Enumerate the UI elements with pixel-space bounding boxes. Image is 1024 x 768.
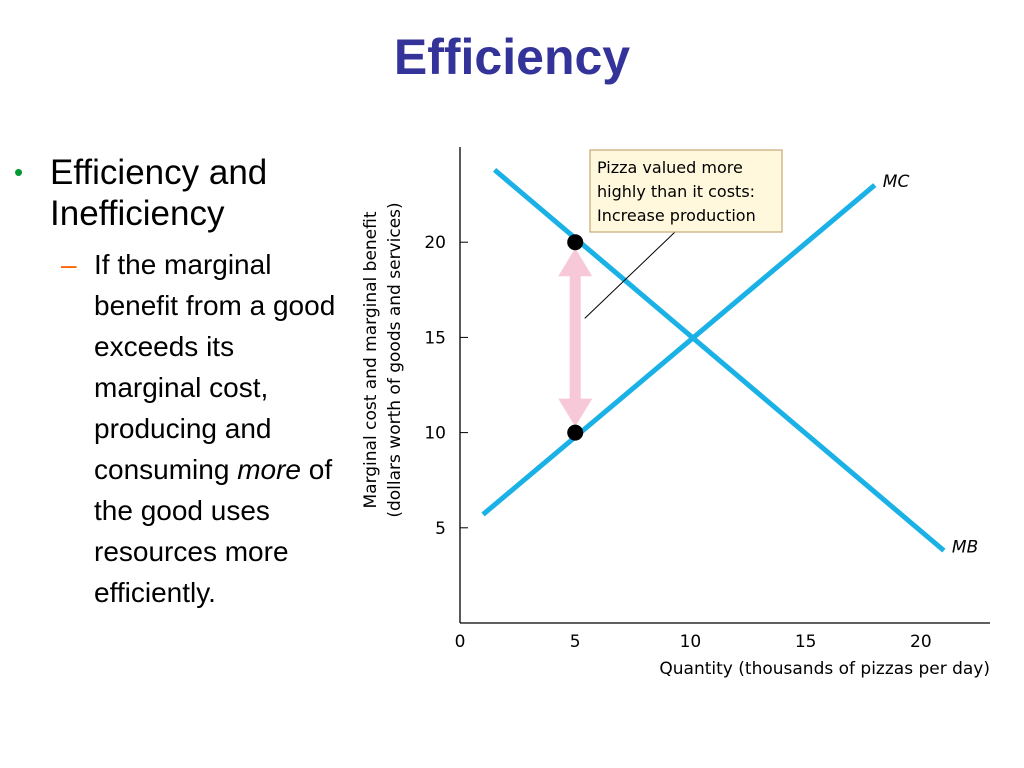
annotation-box xyxy=(589,149,783,233)
arrow-head-up xyxy=(558,248,593,277)
sub-text-after: of the good uses resources more efficien… xyxy=(94,454,333,608)
dash-icon: – xyxy=(61,249,77,280)
sub-text-emphasis: more xyxy=(237,454,301,485)
series-mc-label: MC xyxy=(883,172,910,192)
slide-title: Efficiency xyxy=(393,29,631,85)
y-tick-label: 15 xyxy=(424,328,446,348)
x-tick-label: 5 xyxy=(570,632,581,652)
mc-mb-chart: 0 5 10 15 20 5 10 15 20 MC MB Pizza valued more hi… xyxy=(361,147,990,679)
data-point xyxy=(567,234,584,251)
sub-bullet-item: – If the marginal benefit from a good ex… xyxy=(61,244,344,613)
annotation-text-line: highly than it costs: xyxy=(597,182,755,201)
x-axis-title: Quantity (thousands of pizzas per day) xyxy=(659,659,990,679)
gap-double-arrow xyxy=(558,248,593,427)
y-axis-title: Marginal cost and marginal benefit (doll… xyxy=(361,202,405,517)
y-tick-label: 20 xyxy=(424,233,446,253)
annotation-pointer xyxy=(584,231,676,319)
bullet-dot-icon: • xyxy=(14,157,24,187)
series-mb-line xyxy=(492,167,946,553)
y-axis-title-line2: (dollars worth of goods and services) xyxy=(385,202,405,517)
x-tick-label: 20 xyxy=(910,632,932,652)
sub-bullet-text: If the marginal benefit from a good exce… xyxy=(94,244,344,613)
bullet-list: • Efficiency and Inefficiency – If the m… xyxy=(14,152,344,613)
sub-text-before: If the marginal benefit from a good exce… xyxy=(94,249,336,485)
annotation-text-line: Increase production xyxy=(597,206,756,225)
bullet-text: Efficiency and Inefficiency xyxy=(50,153,268,233)
annotation-text-line: Pizza valued more xyxy=(597,158,743,177)
y-tick-label: 5 xyxy=(435,519,446,539)
y-axis-title-line1: Marginal cost and marginal benefit xyxy=(361,211,381,508)
series-mc-line xyxy=(481,183,877,517)
x-tick-label: 0 xyxy=(455,632,466,652)
bullet-item: • Efficiency and Inefficiency xyxy=(14,152,344,234)
y-tick-label: 10 xyxy=(424,424,446,444)
x-tick-label: 10 xyxy=(680,632,702,652)
arrow-head-down xyxy=(558,398,593,427)
x-tick-label: 15 xyxy=(795,632,817,652)
data-point xyxy=(567,424,584,441)
series-mb-label: MB xyxy=(952,538,978,558)
